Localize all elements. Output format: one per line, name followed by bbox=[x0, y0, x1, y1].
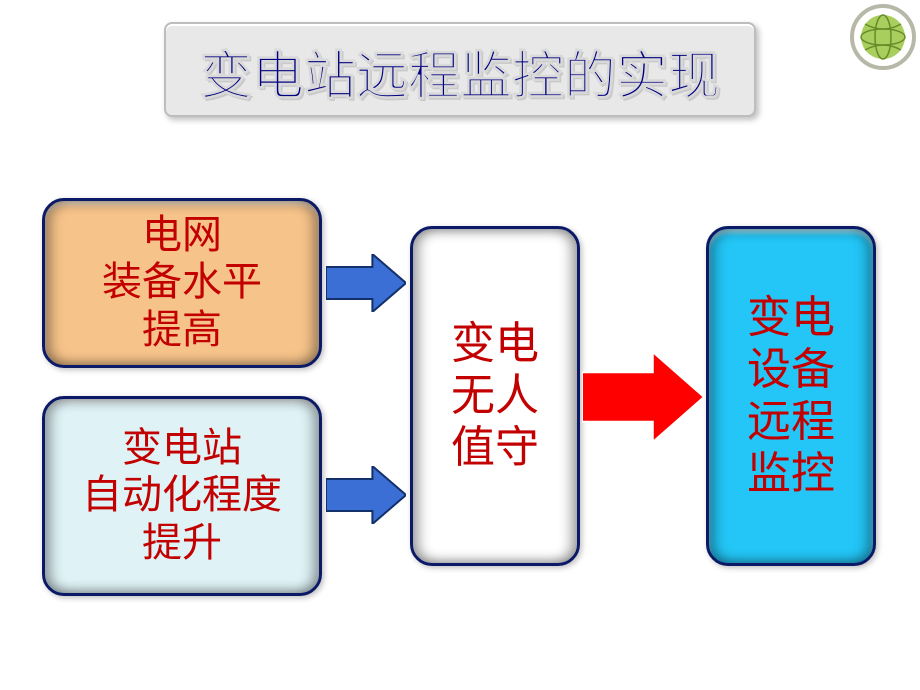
node-grid-equipment-text: 电网装备水平提高 bbox=[102, 212, 262, 354]
slide-title-box: 变电站远程监控的实现 bbox=[164, 22, 756, 117]
slide-title: 变电站远程监控的实现 bbox=[200, 34, 720, 109]
node-grid-equipment: 电网装备水平提高 bbox=[42, 198, 322, 368]
node-unattended: 变电无人值守 bbox=[410, 226, 580, 566]
node-remote-monitoring-text: 变电设备远程监控 bbox=[747, 292, 835, 500]
node-automation-level-text: 变电站自动化程度提升 bbox=[82, 425, 282, 567]
node-automation-level: 变电站自动化程度提升 bbox=[42, 396, 322, 596]
arrow-icon bbox=[326, 466, 406, 524]
company-logo-icon bbox=[850, 4, 916, 70]
node-remote-monitoring: 变电设备远程监控 bbox=[706, 226, 876, 566]
arrow-icon bbox=[582, 352, 704, 442]
slide: 变电站远程监控的实现 电网装备水平提高 变电站自动化程度提升 变电无人值守 变电… bbox=[0, 0, 920, 690]
arrow-icon bbox=[326, 254, 406, 312]
node-unattended-text: 变电无人值守 bbox=[451, 318, 539, 474]
